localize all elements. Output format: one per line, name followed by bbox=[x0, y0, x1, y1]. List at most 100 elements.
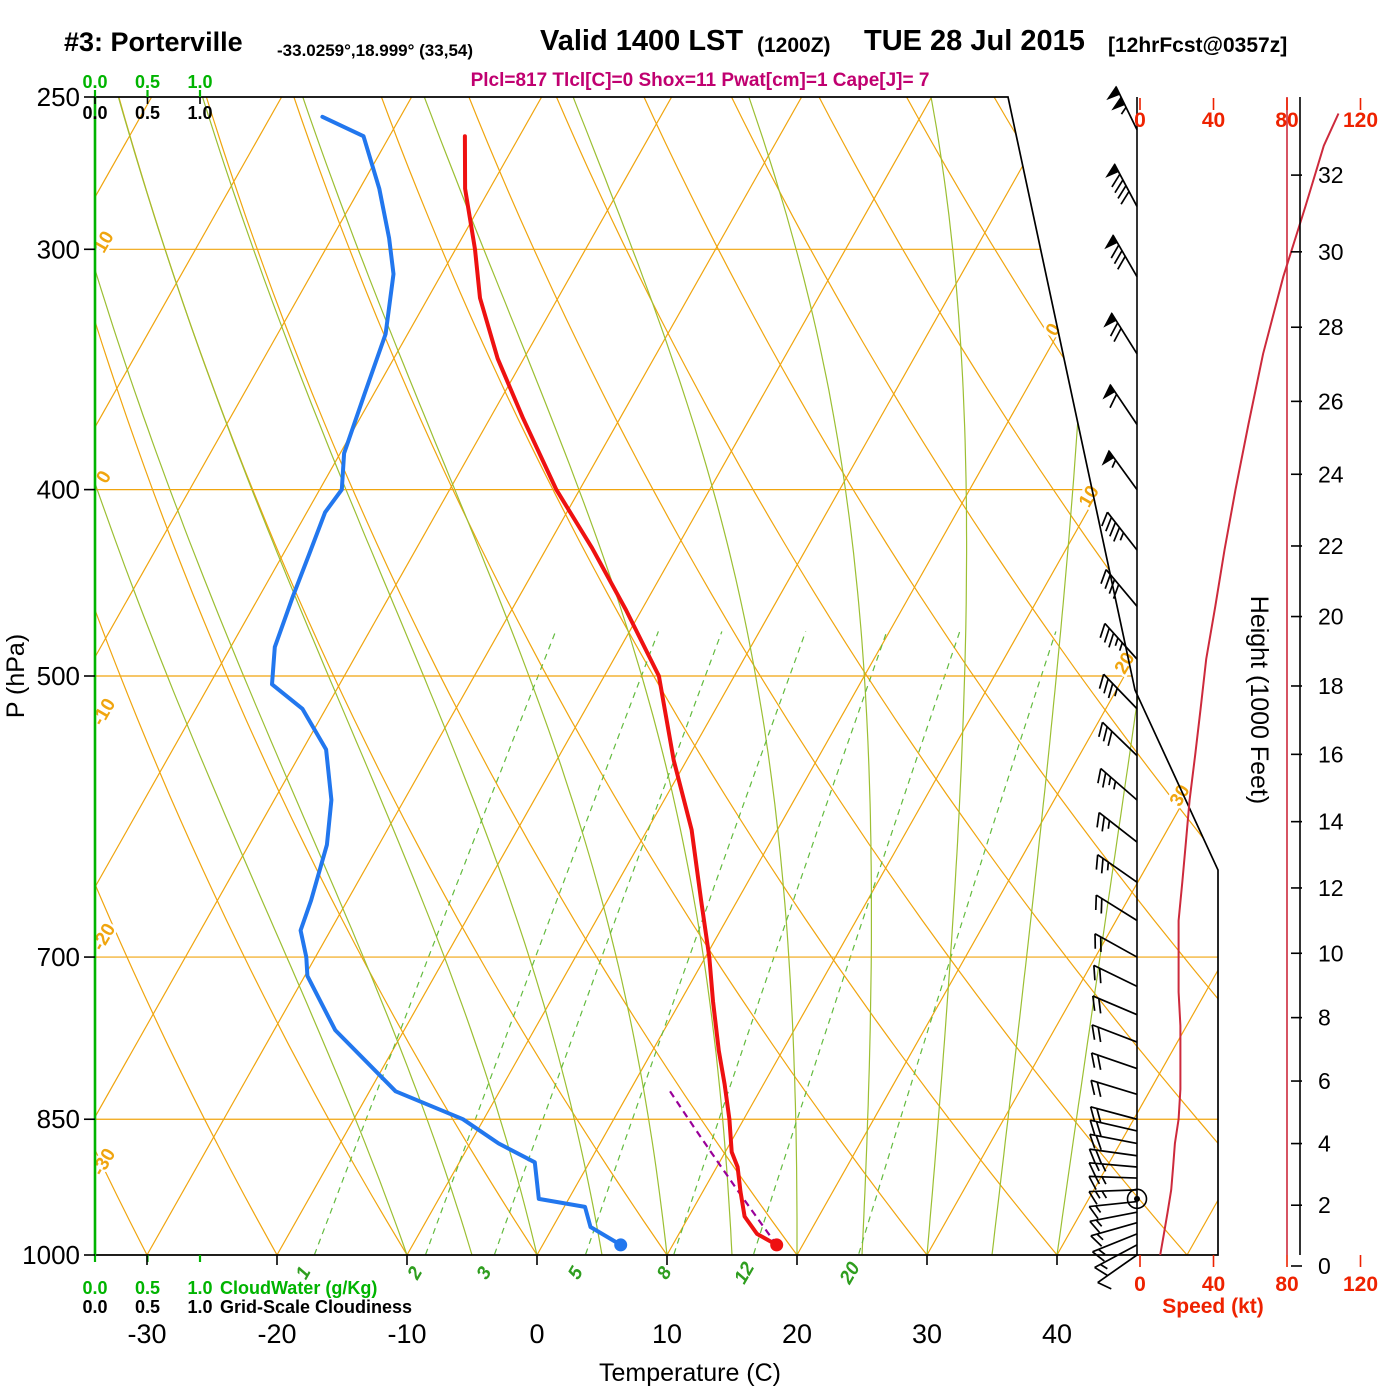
cloudwater-bottom-tick: 1.0 bbox=[187, 1278, 212, 1298]
temperature-tick-label: 10 bbox=[652, 1319, 682, 1349]
speed-tick-label-bottom: 0 bbox=[1134, 1273, 1146, 1296]
speed-tick-label-bottom: 40 bbox=[1202, 1273, 1225, 1296]
dry-adiabat-label: -30 bbox=[88, 1145, 120, 1179]
pressure-tick-label: 500 bbox=[37, 661, 80, 691]
cloudwater-top-tick: 1.0 bbox=[187, 72, 212, 92]
cloudiness-top-tick: 1.0 bbox=[187, 103, 212, 123]
valid-utc: (1200Z) bbox=[757, 34, 831, 57]
mixing-ratio-label: 3 bbox=[473, 1263, 497, 1283]
wind-barb bbox=[1090, 1052, 1138, 1070]
wind-barb bbox=[1104, 234, 1138, 278]
height-tick-label: 18 bbox=[1318, 673, 1344, 699]
wind-barb bbox=[1088, 1189, 1138, 1205]
dry-adiabat-lines bbox=[95, 97, 1218, 1255]
speed-tick-label-bottom: 80 bbox=[1275, 1273, 1298, 1296]
wind-barb bbox=[1088, 1175, 1138, 1191]
temperature-tick-label: 40 bbox=[1042, 1319, 1072, 1349]
pressure-tick-label: 850 bbox=[37, 1104, 80, 1134]
height-tick-label: 22 bbox=[1318, 533, 1344, 559]
wind-barb bbox=[1106, 85, 1138, 131]
cloudiness-top-tick: 0.0 bbox=[82, 103, 107, 123]
wind-barb bbox=[1095, 853, 1138, 883]
dewpoint-curve bbox=[270, 114, 623, 1247]
height-tick-label: 28 bbox=[1318, 314, 1344, 340]
mixing-ratio-labels: 1 2 3 5 8 12 20 bbox=[290, 1256, 867, 1290]
pressure-tick-label: 250 bbox=[37, 82, 80, 112]
temperature-curve bbox=[462, 134, 779, 1247]
isotherm-label: 10 bbox=[1075, 482, 1104, 511]
temperature-tick-label: 0 bbox=[529, 1319, 544, 1349]
speed-tick-label-top: 40 bbox=[1202, 109, 1225, 132]
wind-barb bbox=[1089, 1211, 1138, 1234]
surface-temperature-marker bbox=[770, 1238, 784, 1252]
height-tick-label: 14 bbox=[1318, 809, 1344, 835]
dry-adiabat-label: -20 bbox=[88, 920, 120, 954]
wind-barb bbox=[1088, 1200, 1138, 1220]
cloudiness-bottom-tick: 1.0 bbox=[187, 1297, 212, 1317]
station-marker-dot bbox=[1134, 1195, 1140, 1202]
height-tick-label: 8 bbox=[1318, 1005, 1331, 1031]
speed-tick-label-top: 120 bbox=[1343, 109, 1378, 132]
station-marker bbox=[1126, 1188, 1148, 1210]
wind-barb bbox=[1094, 1244, 1138, 1277]
wind-barb bbox=[1089, 1133, 1138, 1150]
isotherm-label: 20 bbox=[1111, 649, 1140, 678]
height-tick-label: 10 bbox=[1318, 940, 1344, 966]
wind-barb bbox=[1096, 811, 1138, 843]
wind-barb bbox=[1093, 964, 1138, 988]
wind-speed-curve bbox=[1159, 113, 1340, 1256]
wind-barb bbox=[1103, 312, 1138, 355]
wind-barb bbox=[1099, 622, 1138, 660]
height-tick-label: 12 bbox=[1318, 875, 1344, 901]
pressure-axis: 250 300 400 500 700 850 1000 P (hPa) bbox=[2, 82, 95, 1270]
wind-barbs bbox=[1088, 85, 1138, 1290]
wind-barb bbox=[1088, 1161, 1138, 1177]
valid-time: Valid 1400 LST bbox=[540, 25, 744, 57]
mixing-ratio-label: 20 bbox=[835, 1259, 864, 1289]
wind-barb bbox=[1098, 673, 1138, 710]
mixing-ratio-label: 12 bbox=[730, 1258, 759, 1287]
wind-barb bbox=[1091, 1024, 1138, 1043]
temperature-tick-label: -30 bbox=[127, 1319, 166, 1349]
cloudiness-bottom-tick: 0.0 bbox=[82, 1297, 107, 1317]
wind-barb bbox=[1102, 383, 1138, 425]
height-tick-label: 26 bbox=[1318, 388, 1344, 414]
temperature-axis-title: Temperature (C) bbox=[599, 1359, 781, 1387]
wind-barb bbox=[1089, 1119, 1138, 1137]
valid-date: TUE 28 Jul 2015 bbox=[864, 25, 1085, 57]
temperature-tick-label: 30 bbox=[912, 1319, 942, 1349]
speed-tick-label-top: 0 bbox=[1134, 109, 1146, 132]
height-axis-title: Height (1000 Feet) bbox=[1245, 596, 1273, 804]
station-coordinates: -33.0259°,18.999° (33,54) bbox=[277, 41, 474, 60]
forecast-tag: [12hrFcst@0357z] bbox=[1108, 34, 1288, 57]
height-tick-label: 6 bbox=[1318, 1068, 1331, 1094]
height-tick-label: 4 bbox=[1318, 1131, 1331, 1157]
cloudwater-bottom-tick: 0.0 bbox=[82, 1278, 107, 1298]
temperature-axis: -30 -20 -10 0 10 20 30 40 Temperature (C) bbox=[127, 1255, 1072, 1387]
pressure-axis-title: P (hPa) bbox=[2, 634, 30, 718]
wind-barb bbox=[1091, 1233, 1138, 1262]
mixing-ratio-label: 2 bbox=[403, 1263, 427, 1284]
cloudiness-axis-label: Grid-Scale Cloudiness bbox=[220, 1297, 412, 1317]
wind-barb bbox=[1098, 721, 1138, 757]
height-tick-label: 24 bbox=[1318, 461, 1344, 487]
wind-barb bbox=[1097, 1254, 1138, 1290]
pressure-tick-label: 300 bbox=[37, 234, 80, 264]
mixing-ratio-label: 5 bbox=[564, 1263, 588, 1283]
wind-barb bbox=[1101, 449, 1138, 491]
isotherm-label: 0 bbox=[1042, 320, 1065, 340]
temperature-tick-label: 20 bbox=[782, 1319, 812, 1349]
height-tick-label: 30 bbox=[1318, 239, 1344, 265]
pressure-tick-label: 400 bbox=[37, 475, 80, 505]
cloudwater-scale: 0.00.00.00.00.50.50.50.51.01.01.01.0Clou… bbox=[82, 72, 412, 1317]
wind-barb bbox=[1094, 933, 1138, 958]
speed-tick-label-top: 80 bbox=[1275, 109, 1298, 132]
height-tick-label: 32 bbox=[1318, 162, 1344, 188]
cloudwater-axis-label: CloudWater (g/Kg) bbox=[220, 1278, 377, 1298]
temperature-tick-label: -20 bbox=[257, 1319, 296, 1349]
skewt-background bbox=[95, 97, 1218, 1255]
pressure-tick-label: 700 bbox=[37, 942, 80, 972]
dry-adiabat-labels: 100-10-20-30 bbox=[86, 225, 123, 1182]
wind-barb bbox=[1101, 511, 1138, 551]
